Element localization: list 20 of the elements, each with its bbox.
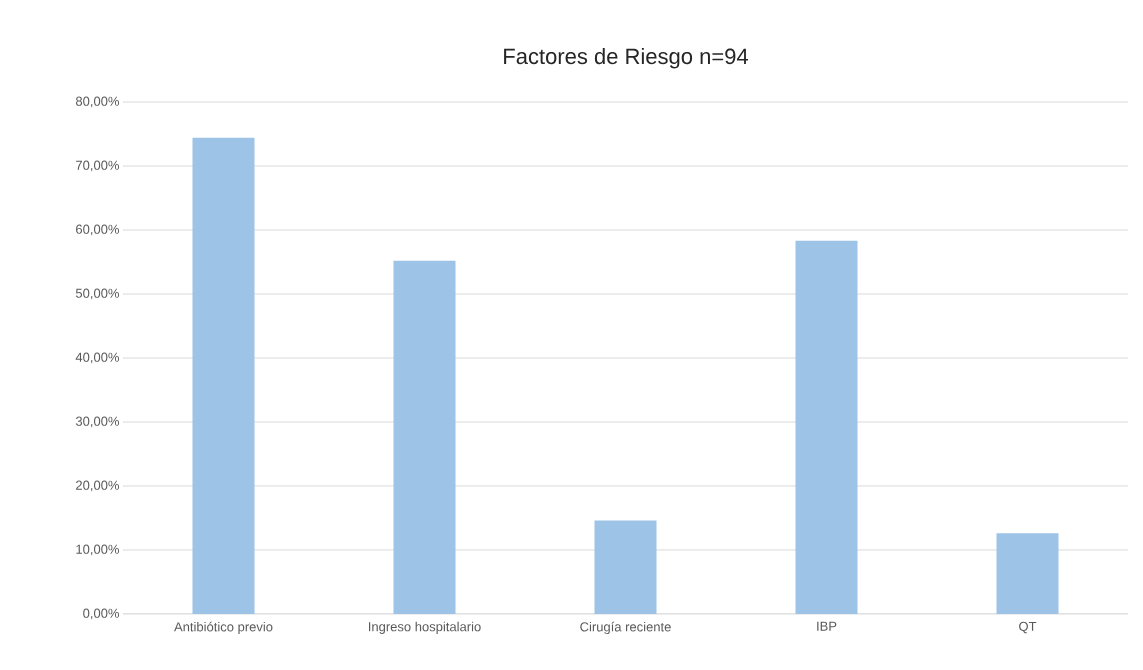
x-tick-label: Antibiótico previo <box>174 621 273 635</box>
x-tick-label: Ingreso hospitalario <box>368 621 481 634</box>
y-tick-label: 20,00% <box>76 480 120 492</box>
x-tick-label: QT <box>1019 621 1037 634</box>
y-tick-label: 40,00% <box>75 352 120 364</box>
bar <box>192 137 255 614</box>
bar <box>996 533 1059 614</box>
bar <box>795 240 858 614</box>
y-tick-label: 30,00% <box>75 416 120 428</box>
bar <box>393 260 456 614</box>
chart-title: Factores de Riesgo n=94 <box>504 47 749 69</box>
x-tick-label: Cirugía reciente <box>580 621 671 635</box>
y-tick-label: 70,00% <box>76 160 120 172</box>
y-tick-label: 60,00% <box>76 224 120 236</box>
y-tick-label: 80,00% <box>75 96 120 108</box>
bar <box>594 520 657 614</box>
x-tick-label: IBP <box>817 621 837 631</box>
y-tick-label: 50,00% <box>75 288 120 300</box>
y-tick-label: 10,00% <box>76 544 120 556</box>
y-tick-label: 0,00% <box>83 608 120 620</box>
